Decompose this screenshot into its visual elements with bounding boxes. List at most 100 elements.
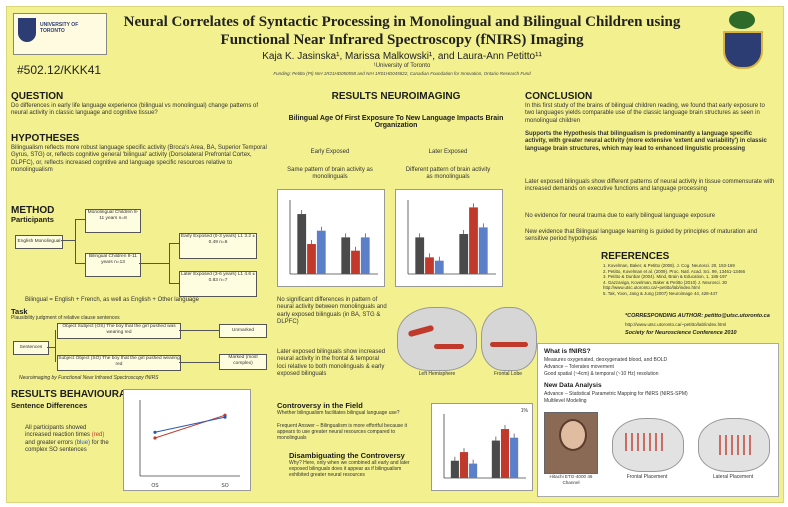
task-description: Plausibility judgment of relative clause…	[11, 315, 120, 321]
reference-item: 1. Kovelman, Baker, & Petitto (2008). J.…	[603, 263, 735, 268]
child-head-icon	[559, 419, 587, 451]
behavioural-text-red: (red)	[91, 432, 105, 439]
society-name: Society for Neuroscience Conference 2010	[625, 330, 737, 336]
photo-caption-2: Frontal Placement	[626, 474, 668, 480]
connector	[75, 219, 85, 220]
optode-grid	[625, 433, 665, 451]
behavioural-text: All participants showed increased reacti…	[25, 425, 109, 455]
series-line	[154, 416, 226, 433]
conclusion-p3: Later exposed bilinguals show different …	[525, 179, 775, 193]
x-tick-label: SO	[221, 483, 228, 489]
behavioural-text-mid: and greater errors	[25, 439, 74, 446]
reference-item: http://www.utsc.utoronto.ca/~petitto/lab…	[603, 285, 700, 291]
task-label: Task	[11, 307, 28, 316]
bar	[500, 429, 510, 478]
title-line-1: Neural Correlates of Syntactic Processin…	[123, 14, 681, 30]
connector	[75, 263, 85, 264]
controversy-heading: Controversy in the Field	[277, 401, 363, 410]
early-exposed-desc: Same pattern of brain activity as monoli…	[287, 167, 373, 181]
sentences-box: Sentences	[13, 341, 49, 355]
conclusion-p2: Supports the Hypothesis that bilingualis…	[525, 131, 767, 152]
bar	[341, 237, 351, 274]
conclusion-p5: New evidence that Bilingual language lea…	[525, 229, 758, 243]
behavioural-text-post: for the complex SO sentences	[25, 439, 109, 454]
later-exposed-chart	[407, 200, 496, 275]
no-difference-text: No significant differences in pattern of…	[277, 297, 387, 326]
controversy-chart-panel: 1%	[431, 403, 533, 491]
connector	[179, 330, 219, 331]
shield-icon	[723, 31, 763, 69]
later-chart-panel	[395, 189, 503, 287]
fnirs-photo-child	[544, 412, 598, 474]
bar	[459, 452, 469, 478]
crest-icon	[18, 18, 36, 42]
early-chart-panel	[277, 189, 385, 287]
later-exposed-desc: Different pattern of brain activity as m…	[405, 167, 491, 181]
fnirs-line-1: Measures oxygenated, deoxygenated blood,…	[544, 357, 668, 363]
behavioural-text-blue: (blue)	[74, 439, 91, 446]
reference-item: 2. Petitto, Kovelman et al. (2009). Proc…	[603, 268, 746, 274]
fnirs-heading: What is fNIRS?	[544, 348, 591, 355]
poster-title: Neural Correlates of Syntactic Processin…	[112, 13, 692, 49]
controversy-answer: Frequent Answer – Bilingualism is more e…	[277, 423, 407, 441]
analysis-line-1: Advance – Statistical Parametric Mapping…	[544, 391, 688, 397]
photo-caption-1: Hitachi ETG-4000 46 Channel	[549, 474, 593, 485]
connector	[61, 240, 75, 241]
bar	[450, 460, 459, 478]
hypotheses-text: Bilingualism reflects more robust langua…	[11, 145, 267, 174]
bar	[478, 227, 488, 274]
bar	[425, 257, 434, 274]
controversy-question: Whether bilingualism facilitates bilingu…	[277, 410, 400, 416]
bar	[510, 437, 519, 478]
tree-icon	[729, 11, 755, 29]
object-subject-box: Object Subject (OS) The boy that the gir…	[57, 323, 181, 339]
references-list: 1. Kovelman, Baker, & Petitto (2008). J.…	[603, 263, 779, 297]
optode-grid	[719, 435, 753, 455]
bar	[360, 237, 370, 274]
marked-box: Marked (most complex)	[219, 354, 267, 370]
bar	[469, 463, 478, 478]
logo-text: UNIVERSITY OF TORONTO	[40, 22, 79, 34]
bar	[307, 244, 316, 274]
references-heading: REFERENCES	[601, 251, 670, 262]
chart-marker: 1%	[520, 408, 528, 414]
question-text: Do differences in early life language ex…	[11, 103, 259, 117]
funding: Funding: Petitto (PI) NIH 1R21HD050558 a…	[273, 71, 531, 76]
early-exposed-label: Early Exposed	[310, 149, 350, 155]
conclusion-heading: CONCLUSION	[525, 91, 593, 102]
disambiguating-text: Why? Here, only when we combined all ear…	[289, 460, 410, 478]
connector	[169, 243, 170, 283]
behavioural-text-pre: All participants showed increased reacti…	[25, 425, 91, 439]
data-point	[153, 430, 157, 434]
later-difference-text: Later exposed bilinguals show increased …	[277, 349, 386, 378]
corresponding-author: *CORRESPONDING AUTHOR: petitto@utsc.utor…	[625, 313, 770, 319]
activation-marker	[407, 324, 435, 338]
sentence-differences-label: Sentence Differences	[11, 401, 88, 410]
early-exposed-box: Early Exposed (0-3 years) L1 3.2 ± 0.49 …	[179, 233, 257, 259]
later-exposed-box: Later Exposed (3-6 years) L1 4.6 ± 0.83 …	[179, 271, 257, 297]
reference-item: 5. Tak, Yoon, Jang & Jung (2007) Neuroim…	[603, 290, 718, 296]
analysis-heading: New Data Analysis	[544, 382, 602, 389]
fnirs-line-2: Advance – Tolerates movement	[544, 364, 614, 370]
behavioural-chart: OS SO	[139, 400, 240, 489]
subject-object-box: Subject Object (SO) The boy that the gir…	[57, 355, 181, 371]
monolingual-box: Monolingual Children 8-11 years n=8	[85, 209, 141, 233]
fnirs-caption: Neuroimaging by Functional Near Infrared…	[19, 375, 159, 381]
bilingual-definition: Bilingual = English + French, as well as…	[25, 297, 199, 303]
connector	[169, 283, 179, 284]
connector	[169, 243, 179, 244]
later-exposed-label: Later Exposed	[428, 149, 468, 155]
lab-url[interactable]: http://www.utsc.utoronto.ca/~petitto/lab…	[625, 322, 727, 327]
unmarked-box: Unmarked	[219, 324, 267, 338]
x-tick-label: OS	[151, 483, 159, 489]
connector	[179, 362, 219, 363]
english-box: English Monolingual	[15, 235, 63, 249]
behavioural-chart-panel: OS SO	[123, 389, 251, 491]
connector	[139, 263, 169, 264]
fnirs-info-box: What is fNIRS? Measures oxygenated, deox…	[537, 343, 779, 497]
frontal-lobe-brain	[481, 307, 537, 371]
affiliation: ¹University of Toronto	[373, 63, 431, 69]
conclusion-p4: No evidence for neural trauma due to ear…	[525, 213, 716, 219]
bar	[491, 440, 500, 478]
data-point	[153, 436, 157, 440]
